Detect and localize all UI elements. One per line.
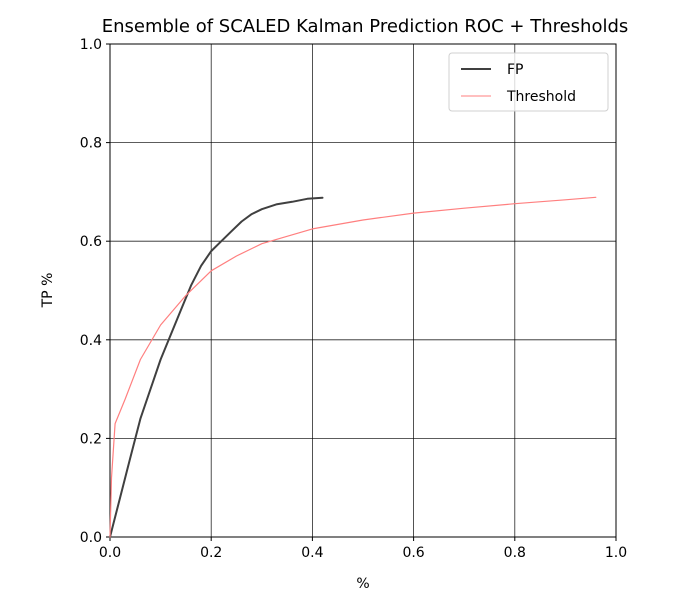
y-tick-label: 0.2	[80, 431, 102, 447]
y-tick-label: 0.0	[80, 530, 102, 546]
tick-labels: 0.0 0.2 0.4 0.6 0.8 1.0 0.0 0.2 0.4 0.6 0.8 1.0	[80, 37, 627, 561]
series-line-fp	[109, 196, 324, 538]
x-tick-label: 0.0	[99, 545, 121, 561]
series-lines	[109, 196, 597, 538]
y-axis-label: TP %	[40, 273, 56, 309]
x-tick-label: 0.6	[402, 545, 424, 561]
legend-label-threshold: Threshold	[506, 89, 576, 105]
x-axis-label: %	[356, 576, 369, 592]
x-tick-label: 1.0	[605, 545, 627, 561]
series-line-threshold	[109, 196, 597, 538]
x-tick-label: 0.8	[504, 545, 526, 561]
plot-frame	[109, 43, 617, 538]
x-tick-label: 0.2	[200, 545, 222, 561]
y-tick-label: 0.8	[80, 136, 102, 152]
y-tick-label: 1.0	[80, 37, 102, 53]
chart-title: Ensemble of SCALED Kalman Prediction ROC…	[102, 16, 629, 37]
y-tick-label: 0.4	[80, 333, 102, 349]
y-tick-label: 0.6	[80, 234, 102, 250]
legend-label-fp: FP	[507, 62, 524, 78]
x-tick-label: 0.4	[301, 545, 323, 561]
legend: FP Threshold	[448, 52, 609, 112]
grid	[109, 43, 617, 538]
